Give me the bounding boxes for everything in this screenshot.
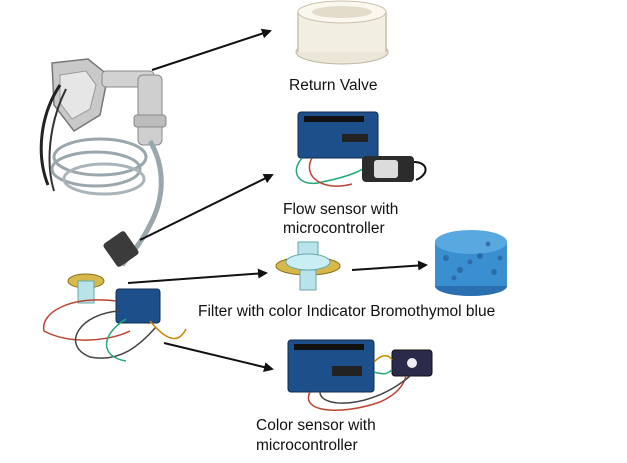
label-flow-sensor-line2: microcontroller	[283, 220, 385, 237]
filter-icon	[275, 241, 341, 291]
arrow-to-filter	[127, 268, 268, 284]
label-return-valve: Return Valve	[289, 77, 378, 94]
arrow-to-color-sensor	[163, 342, 274, 372]
arrow-to-return-valve	[151, 28, 272, 71]
label-flow-sensor-line1: Flow sensor with	[283, 201, 399, 218]
label-color-sensor-line2: microcontroller	[256, 437, 358, 454]
blue-foam-icon	[435, 230, 507, 296]
color-sensor-microcontroller-icon	[287, 339, 433, 411]
label-color-sensor-line1: Color sensor with	[256, 417, 376, 434]
label-filter: Filter with color Indicator Bromothymol …	[198, 303, 496, 320]
return-valve-icon	[295, 0, 389, 65]
flow-sensor-microcontroller-icon	[295, 111, 427, 187]
mask-tubing-assembly-icon	[39, 58, 187, 362]
arrow-to-flow-sensor	[139, 174, 274, 241]
arrow-filter-to-foam	[351, 260, 428, 271]
